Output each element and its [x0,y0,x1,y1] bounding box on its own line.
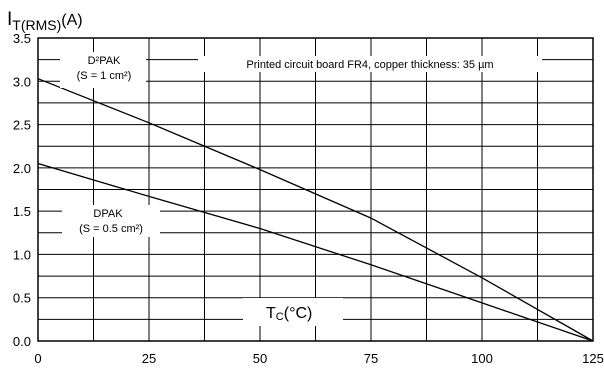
y-tick-label: 1.5 [13,204,31,219]
x-tick-label: 125 [582,351,604,366]
y-tick-label: 0.0 [13,334,31,349]
d2pak-label-line2: (S = 1 cm²) [77,70,132,82]
x-axis-title-unit: (°C) [284,305,313,322]
y-tick-labels: 0.0 0.5 1.0 1.5 2.0 2.5 3.0 3.5 [13,31,31,349]
board-note: Printed circuit board FR4, copper thickn… [246,59,493,71]
d2pak-label-box [60,52,146,88]
y-axis-title-unit: (A) [61,12,82,29]
board-note-box [198,56,542,72]
dpak-label-box [62,205,160,237]
dpak-label-line1: DPAK [93,208,123,220]
series-line-1 [37,78,594,342]
x-axis-title-box [243,298,343,326]
x-tick-label: 75 [364,351,378,366]
plot-border [37,37,594,342]
y-tick-label: 3.0 [13,74,31,89]
x-axis-title-sub: C [276,311,284,323]
series-line-2 [37,162,594,342]
x-tick-label: 100 [471,351,493,366]
x-tick-label: 0 [34,351,41,366]
dpak-label-line2: (S = 0.5 cm²) [79,223,143,235]
y-tick-label: 2.0 [13,161,31,176]
x-axis-title: TC(°C) [266,305,312,323]
series-layer [37,78,594,342]
d2pak-label-line1: D²PAK [88,55,121,67]
x-tick-label: 50 [253,351,267,366]
y-axis-title: IT(RMS)(A) [7,9,83,33]
y-tick-label: 2.5 [13,118,31,133]
y-tick-label: 1.0 [13,247,31,262]
y-axis-title-sub: T(RMS) [12,17,61,33]
x-tick-labels: 0 25 50 75 100 125 [34,351,603,366]
x-tick-label: 25 [142,351,156,366]
x-axis-title-main: T [266,305,276,322]
y-tick-label: 0.5 [13,291,31,306]
y-axis-title-main: I [7,9,12,30]
plot-frame [37,37,594,342]
y-tick-label: 3.5 [13,31,31,46]
